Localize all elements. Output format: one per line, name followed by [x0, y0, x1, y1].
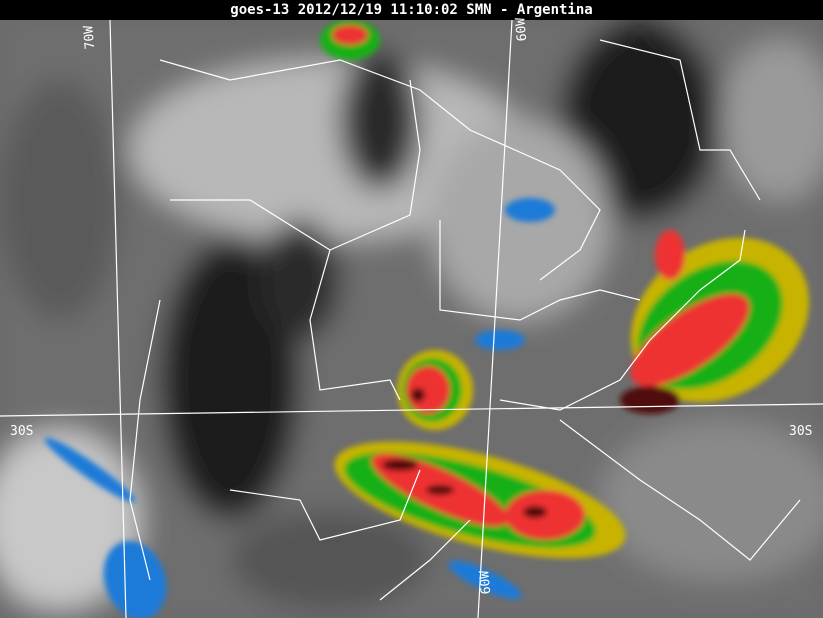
- storm-center: [397, 350, 473, 430]
- storm-south: [334, 441, 626, 559]
- longitude-60w-line: [477, 20, 513, 618]
- political-boundaries: [0, 20, 823, 618]
- lat-label-left: 30S: [10, 424, 34, 439]
- storm-cells: [44, 20, 809, 618]
- lon-label-top-left: 70W: [81, 25, 99, 50]
- longitude-70w-line: [109, 20, 127, 618]
- image-title: goes-13 2012/12/19 11:10:02 SMN - Argent…: [0, 0, 823, 20]
- storm-north: [320, 20, 380, 60]
- lon-label-bottom: 60W: [477, 570, 495, 595]
- lon-label-top: 60W: [513, 17, 531, 42]
- latitude-30s-line: [0, 403, 823, 417]
- satellite-map: [0, 20, 823, 618]
- storm-ne: [620, 230, 809, 414]
- blue-bands: [44, 198, 555, 618]
- lat-label-right: 30S: [789, 424, 813, 439]
